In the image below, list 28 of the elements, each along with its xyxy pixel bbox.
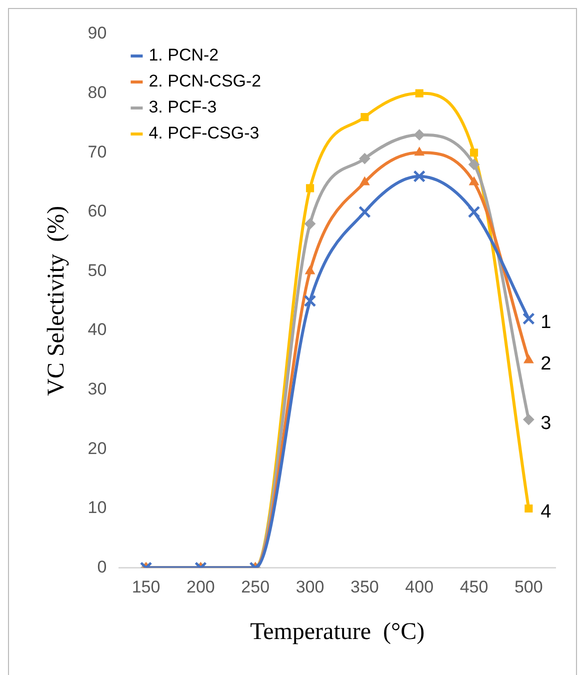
x-tick-label: 250 bbox=[241, 578, 270, 597]
legend-label: 4. PCF-CSG-3 bbox=[148, 124, 260, 143]
y-tick-label: 40 bbox=[88, 320, 107, 340]
y-tick-label: 30 bbox=[88, 380, 107, 399]
y-tick-label: 0 bbox=[97, 557, 107, 576]
annotation: 4 bbox=[540, 502, 552, 523]
y-tick-label: 50 bbox=[88, 260, 107, 280]
legend-label: 1. PCN-2 bbox=[148, 46, 219, 65]
y-axis-title: VC Selectivity (%) bbox=[44, 206, 70, 396]
legend-label: 2. PCN-CSG-2 bbox=[148, 72, 262, 91]
x-axis-title: Temperature (°C) bbox=[250, 618, 425, 645]
y-tick-label: 20 bbox=[88, 438, 107, 458]
y-tick-label: 60 bbox=[88, 202, 107, 221]
y-tick-label: 70 bbox=[88, 142, 107, 162]
annotation: 1 bbox=[540, 312, 552, 333]
annotation: 2 bbox=[540, 353, 552, 374]
y-tick-label: 90 bbox=[88, 24, 107, 43]
x-tick-label: 200 bbox=[186, 578, 215, 597]
x-tick-label: 450 bbox=[460, 578, 488, 597]
x-tick-label: 350 bbox=[350, 578, 379, 597]
x-tick-label: 150 bbox=[132, 578, 160, 597]
x-tick-label: 400 bbox=[405, 578, 434, 597]
y-tick-label: 10 bbox=[88, 498, 107, 518]
y-tick-label: 80 bbox=[88, 83, 107, 102]
annotation: 3 bbox=[540, 412, 552, 434]
x-tick-label: 500 bbox=[514, 578, 543, 597]
legend-label: 3. PCF-3 bbox=[148, 98, 217, 117]
x-tick-label: 300 bbox=[296, 578, 324, 597]
